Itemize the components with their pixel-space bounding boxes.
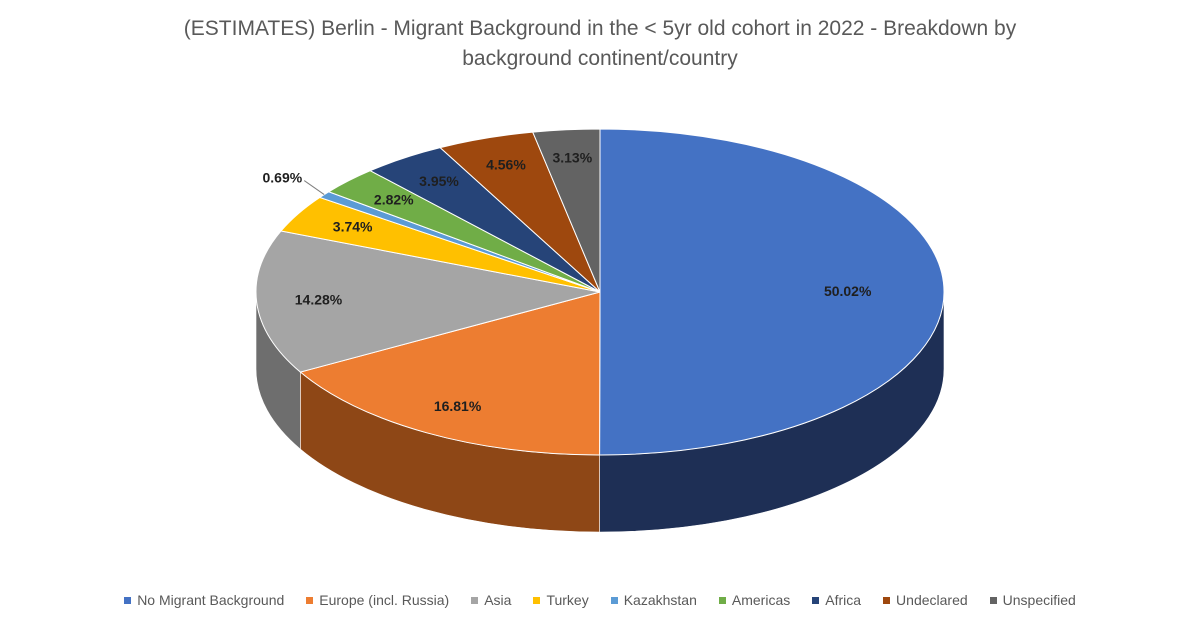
legend-item-undeclared: Undeclared — [883, 592, 968, 608]
legend-item-kazakhstan: Kazakhstan — [610, 592, 697, 608]
legend-item-africa: Africa — [812, 592, 861, 608]
chart-title-line-1: (ESTIMATES) Berlin - Migrant Background … — [183, 17, 1017, 40]
legend-swatch — [124, 596, 132, 604]
legend-item-no-migrant-background: No Migrant Background — [124, 592, 284, 608]
legend-item-asia: Asia — [471, 592, 511, 608]
legend-label: No Migrant Background — [137, 592, 285, 608]
pie-slice-asia — [255, 230, 601, 373]
legend-item-unspecified: Unspecified — [989, 592, 1076, 608]
legend-label: Americas — [731, 592, 791, 608]
data-label-americas: 2.82% — [374, 192, 414, 208]
data-label-asia: 14.28% — [295, 291, 343, 307]
legend-label: Asia — [484, 592, 512, 608]
legend-label: Kazakhstan — [623, 592, 697, 608]
chart-title: (ESTIMATES) Berlin - Migrant Background … — [100, 14, 1100, 74]
legend-swatch — [306, 596, 314, 604]
data-label-undeclared: 4.56% — [486, 157, 526, 173]
leader-line-kazakhstan — [303, 180, 325, 195]
legend-label: Africa — [825, 592, 862, 608]
legend-swatch — [718, 596, 726, 604]
legend-item-americas: Americas — [718, 592, 791, 608]
pie-slice-europe-incl-russia — [299, 291, 601, 456]
legend-swatch — [883, 596, 891, 604]
data-label-unspecified: 3.13% — [552, 150, 592, 166]
chart-legend: No Migrant Background Europe (incl. Russi… — [0, 592, 1200, 608]
legend-label: Turkey — [546, 592, 589, 608]
data-label-no-migrant-background: 50.02% — [824, 283, 872, 299]
legend-swatch — [610, 596, 618, 604]
chart-title-line-2: background continent/country — [462, 47, 738, 70]
legend-item-europe-incl-russia: Europe (incl. Russia) — [306, 592, 449, 608]
legend-label: Unspecified — [1002, 592, 1076, 608]
pie-slice-unspecified — [532, 128, 601, 293]
pie-slice-no-migrant-background — [599, 128, 945, 456]
data-label-europe-incl-russia: 16.81% — [434, 398, 482, 414]
legend-item-turkey: Turkey — [533, 592, 589, 608]
legend-swatch — [471, 596, 479, 604]
legend-swatch — [812, 596, 820, 604]
data-label-africa: 3.95% — [419, 173, 459, 189]
legend-label: Undeclared — [896, 592, 968, 608]
data-label-turkey: 3.74% — [333, 218, 373, 234]
legend-label: Europe (incl. Russia) — [319, 592, 450, 608]
legend-swatch — [989, 596, 997, 604]
data-label-kazakhstan: 0.69% — [262, 169, 302, 185]
legend-swatch — [533, 596, 541, 604]
